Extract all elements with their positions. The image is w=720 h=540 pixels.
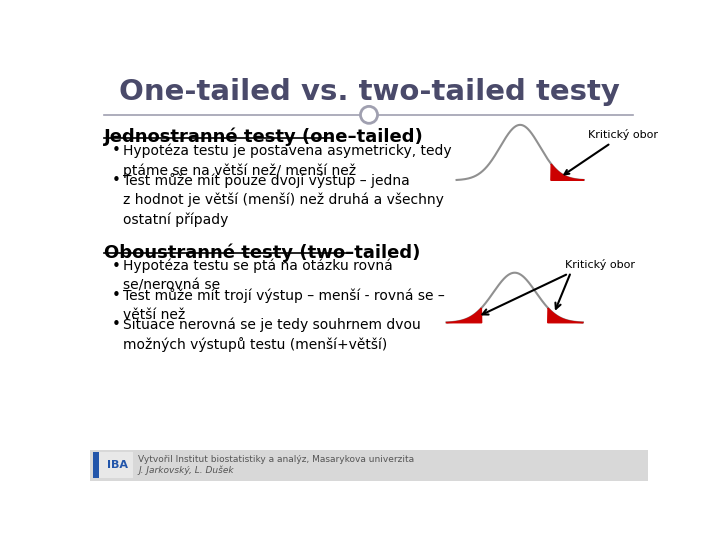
Circle shape — [361, 106, 377, 123]
Text: Hypotéza testu je postavena asymetricky, tedy
ptáme se na větší než/ menší než: Hypotéza testu je postavena asymetricky,… — [122, 143, 451, 178]
FancyBboxPatch shape — [93, 452, 133, 478]
Text: One-tailed vs. two-tailed testy: One-tailed vs. two-tailed testy — [119, 78, 619, 106]
Text: Kritický obor: Kritický obor — [564, 129, 658, 174]
Text: •: • — [112, 173, 120, 187]
FancyBboxPatch shape — [93, 452, 99, 478]
Text: J. Jarkovský, L. Dušek: J. Jarkovský, L. Dušek — [138, 465, 234, 475]
Text: Test může mít pouze dvojí výstup – jedna
z hodnot je větší (menší) než druhá a v: Test může mít pouze dvojí výstup – jedna… — [122, 173, 444, 227]
Polygon shape — [446, 308, 482, 323]
Text: •: • — [112, 318, 120, 332]
Polygon shape — [548, 308, 583, 323]
Text: Hypotéza testu se ptá na otázku rovná
se/nerovná se: Hypotéza testu se ptá na otázku rovná se… — [122, 259, 392, 292]
Polygon shape — [551, 164, 584, 180]
Text: •: • — [112, 259, 120, 274]
Text: Vytvořil Institut biostatistiky a analýz, Masarykova univerzita: Vytvořil Institut biostatistiky a analýz… — [138, 455, 414, 463]
Text: Jednostranné testy (one–tailed): Jednostranné testy (one–tailed) — [104, 128, 423, 146]
Text: IBA: IBA — [107, 460, 128, 470]
Text: Kritický obor: Kritický obor — [564, 259, 635, 271]
Text: •: • — [112, 288, 120, 303]
Text: •: • — [112, 143, 120, 158]
FancyBboxPatch shape — [90, 450, 648, 481]
Text: Test může mít trojí výstup – menší - rovná se –
větší než: Test může mít trojí výstup – menší - rov… — [122, 288, 444, 322]
Text: Oboustranné testy (two–tailed): Oboustranné testy (two–tailed) — [104, 244, 420, 262]
Text: Situace nerovná se je tedy souhrnem dvou
možných výstupů testu (menší+větší): Situace nerovná se je tedy souhrnem dvou… — [122, 318, 420, 352]
